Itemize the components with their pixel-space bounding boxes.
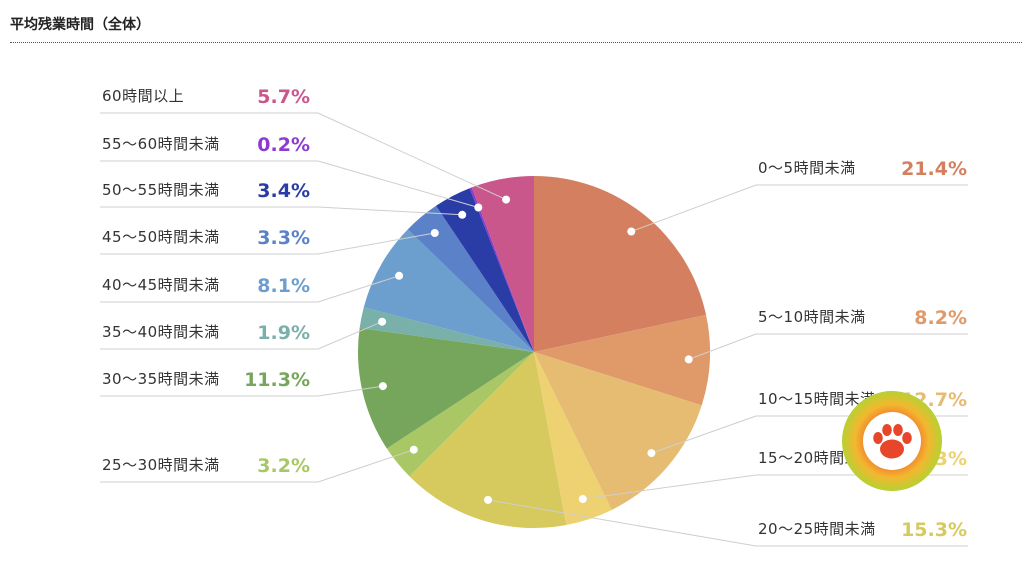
leader-line: [317, 385, 383, 397]
leader-dot: [484, 495, 492, 504]
leader-dot: [578, 495, 587, 503]
leader-dot: [502, 195, 511, 204]
pie-slice: [469, 187, 534, 352]
leader-dot: [474, 203, 483, 212]
leader-line: [631, 184, 757, 232]
leader-line: [582, 474, 757, 500]
page-title: 平均残業時間（全体）: [10, 17, 150, 33]
slice-label: 40～45時間未満: [102, 276, 220, 294]
pie-slice: [471, 176, 534, 352]
slice-label: 35～40時間未満: [102, 323, 220, 341]
leader-dot: [430, 229, 439, 237]
pie-slice: [359, 307, 534, 352]
slice-label: 45～50時間未満: [102, 228, 220, 246]
pie-slice: [534, 175, 707, 352]
paw-icon: [863, 412, 921, 470]
slice-percent: 8.1%: [257, 275, 310, 297]
pie-slice: [534, 352, 612, 526]
slice-percent: 5.7%: [257, 86, 310, 108]
slice-label: 25～30時間未満: [102, 456, 220, 474]
leader-dot: [684, 355, 693, 364]
pie-slice: [363, 229, 534, 352]
slice-labels: 0～5時間未満 21.4%5～10時間未満 8.2%10～15時間未満 12.7%15…: [102, 86, 967, 541]
slice-percent: 3.4%: [257, 180, 310, 202]
leader-dot: [378, 382, 387, 391]
pie-slice: [358, 328, 534, 449]
slice-percent: 3.3%: [257, 227, 310, 249]
leader-line: [317, 449, 414, 483]
slice-label: 50～55時間未満: [102, 181, 220, 199]
pie-slice: [436, 188, 534, 352]
leader-dot: [647, 449, 656, 458]
slice-percent: 15.3%: [901, 519, 967, 541]
slice-label: 5～10時間未満: [758, 308, 866, 326]
leader-line: [688, 333, 757, 360]
title-divider: [10, 42, 1022, 43]
leader-line: [317, 275, 400, 303]
slice-label: 55～60時間未満: [102, 135, 220, 153]
slice-percent: 0.2%: [257, 134, 310, 156]
leader-dot: [627, 227, 636, 236]
slice-percent: 11.3%: [244, 369, 310, 391]
leader-line: [317, 321, 383, 350]
slice-percent: 3.2%: [257, 455, 310, 477]
slice-label: 20～25時間未満: [758, 520, 876, 538]
leader-line: [317, 206, 463, 216]
pie-slice: [534, 352, 702, 510]
slice-label: 60時間以上: [102, 87, 184, 105]
pie-slice: [386, 352, 534, 477]
leader-line: [317, 232, 435, 255]
leader-dot: [378, 317, 387, 326]
slice-label: 30～35時間未満: [102, 370, 220, 388]
leader-dot: [395, 271, 404, 280]
slice-percent: 8.2%: [914, 307, 967, 329]
slice-label: 10～15時間未満: [758, 390, 876, 408]
slice-label: 0～5時間未満: [758, 159, 856, 177]
leader-dot: [409, 445, 418, 454]
leader-line: [487, 499, 757, 547]
slice-percent: 21.4%: [901, 158, 967, 180]
overlay-badge[interactable]: [842, 391, 942, 491]
leader-line: [317, 160, 479, 208]
pie-slice: [407, 205, 534, 352]
leader-line: [317, 112, 507, 201]
pie-slice: [534, 314, 711, 406]
pie-slices: [358, 175, 711, 529]
pie-slice: [409, 352, 567, 529]
slice-percent: 1.9%: [257, 322, 310, 344]
leader-line: [651, 415, 757, 454]
leader-dot: [458, 210, 467, 219]
